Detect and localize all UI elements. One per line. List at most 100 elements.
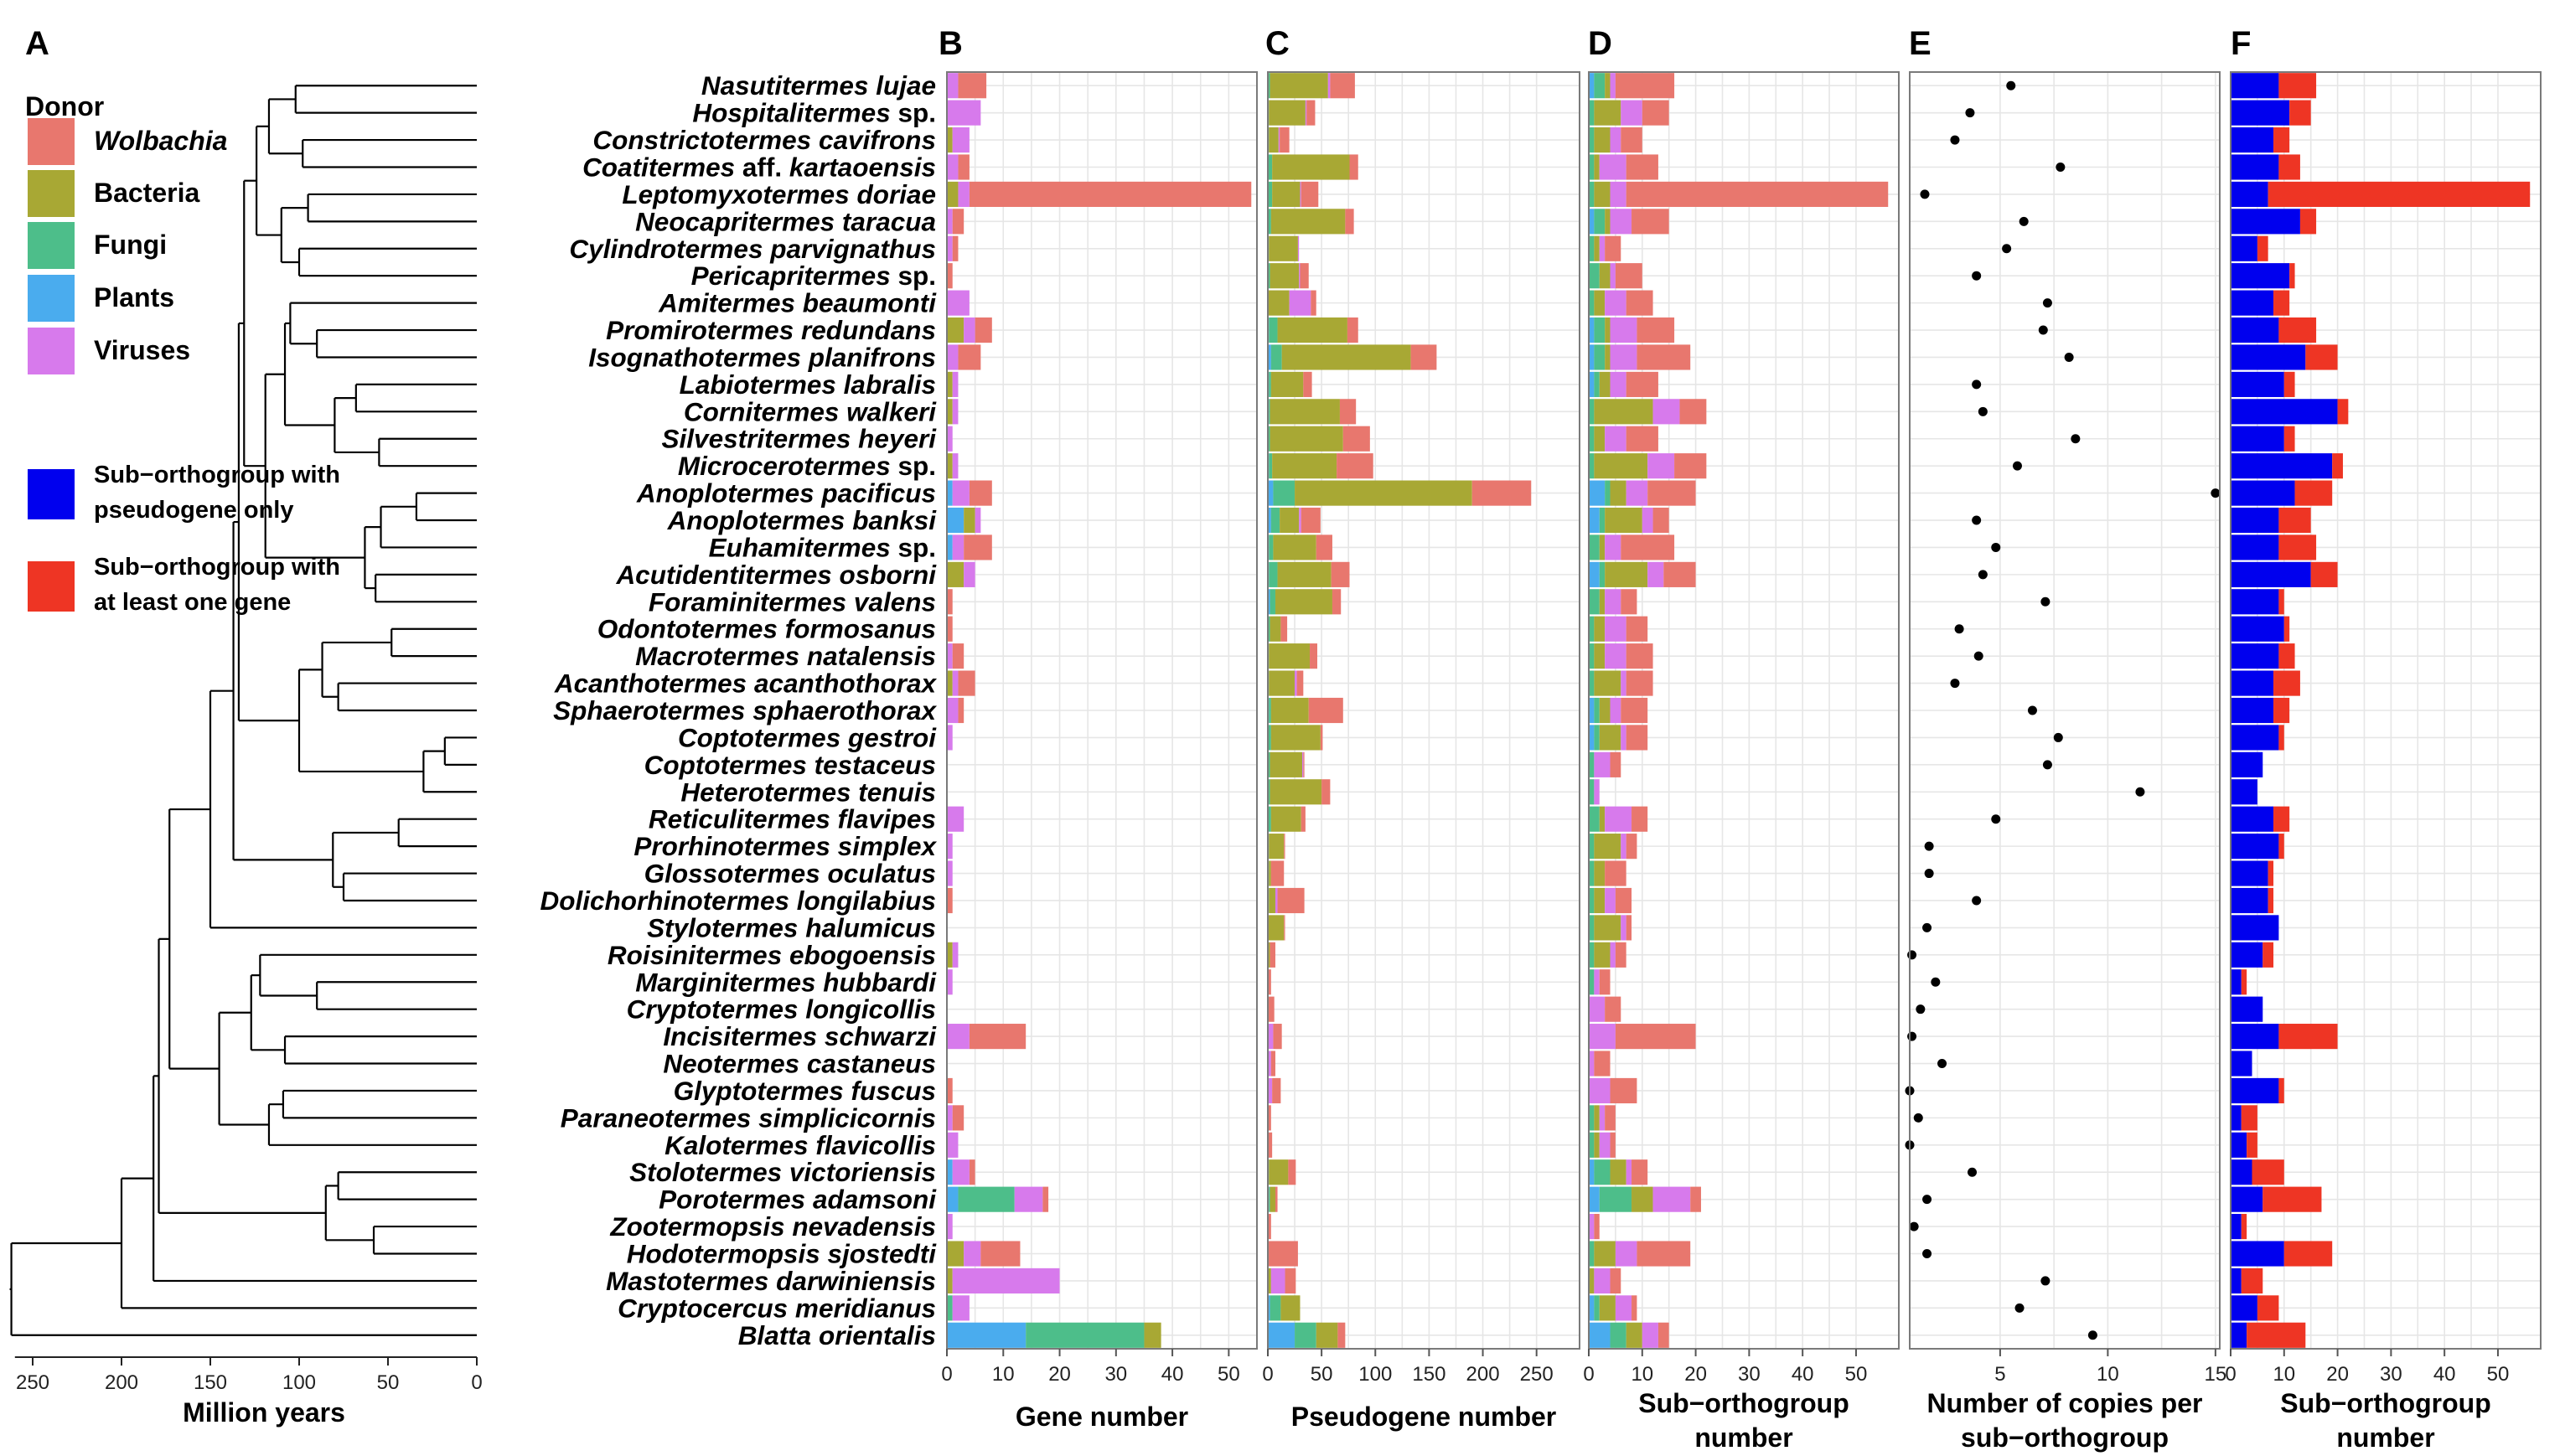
bar-d-bacteria: [1594, 1132, 1600, 1158]
bar-c-viruses: [1268, 1024, 1274, 1050]
bar-f-pseudo: [2231, 209, 2300, 235]
dot-e: [2064, 352, 2074, 362]
species-label: Anoplotermes banksi: [667, 505, 938, 535]
bar-c-bacteria: [1269, 887, 1275, 914]
bar-c-plants: [1268, 589, 1270, 615]
bar-c-fungi: [1268, 73, 1270, 99]
bar-d-fungi: [1594, 371, 1600, 397]
dot-e: [1954, 624, 1964, 634]
bar-d-wolbachia: [1626, 670, 1653, 696]
tick-label: 50: [1845, 1363, 1868, 1386]
bar-b-wolbachia: [947, 589, 953, 615]
bar-c-bacteria: [1270, 616, 1281, 642]
bar-c-bacteria: [1269, 670, 1295, 696]
tick-label: 50: [2487, 1363, 2510, 1386]
bar-f-pseudo: [2231, 317, 2279, 343]
bar-c-plants: [1268, 507, 1271, 534]
bar-f-pseudo: [2231, 697, 2274, 724]
bar-d-bacteria: [1594, 100, 1621, 126]
species-label: Hospitalitermes sp.: [692, 98, 936, 128]
bar-f-gene: [2278, 73, 2317, 99]
bar-d-wolbachia: [1647, 480, 1696, 506]
bar-f-gene: [2262, 1186, 2322, 1212]
bar-b-viruses: [947, 73, 959, 99]
axis-title: Sub−orthogroup: [2280, 1388, 2491, 1418]
bar-c-wolbachia: [1331, 561, 1350, 587]
bar-c-viruses: [1302, 751, 1304, 777]
bar-c-viruses: [1327, 73, 1331, 99]
bar-d-viruses: [1621, 725, 1626, 751]
bar-d-wolbachia: [1626, 181, 1889, 207]
bar-d-fungi: [1589, 235, 1595, 261]
bar-f-pseudo: [2231, 100, 2290, 126]
bar-d-fungi: [1589, 779, 1595, 805]
bar-c-fungi: [1268, 209, 1271, 235]
dot-e: [2053, 732, 2063, 742]
bar-d-plants: [1589, 317, 1595, 343]
bar-d-wolbachia: [1605, 235, 1621, 261]
bar-b-fungi: [1026, 1322, 1145, 1348]
bar-f-pseudo: [2231, 1295, 2257, 1321]
bar-c-bacteria: [1269, 126, 1279, 153]
bar-d-plants: [1589, 725, 1595, 751]
bar-c-bacteria: [1272, 154, 1350, 180]
bar-c-bacteria: [1268, 1268, 1271, 1294]
bar-d-bacteria: [1594, 887, 1606, 914]
bar-c-wolbachia: [1303, 371, 1312, 397]
bar-c-viruses: [1297, 235, 1300, 261]
bar-b-wolbachia: [958, 697, 964, 724]
dot-e: [2038, 325, 2048, 335]
species-label: Paraneotermes simplicicornis: [561, 1102, 936, 1133]
dot-e: [1924, 869, 1934, 879]
dot-e: [2135, 787, 2145, 797]
species-label: Euhamitermes sp.: [709, 532, 936, 562]
bar-d-viruses: [1605, 616, 1626, 642]
bar-c-fungi: [1268, 263, 1270, 289]
bar-f-gene: [2278, 1077, 2284, 1104]
legend-swatch-gene: [28, 561, 75, 612]
bar-f-gene: [2283, 616, 2290, 642]
dot-e: [1924, 841, 1934, 851]
bar-d-bacteria: [1599, 534, 1606, 560]
bar-f-gene: [2241, 1214, 2247, 1240]
bar-b-viruses: [964, 561, 975, 587]
dot-e: [1907, 950, 1917, 960]
bar-d-viruses: [1610, 73, 1616, 99]
species-label: Nasutitermes lujae: [701, 70, 936, 101]
bar-c-wolbachia: [1301, 507, 1321, 534]
bar-d-wolbachia: [1642, 100, 1669, 126]
bar-c-fungi: [1268, 725, 1271, 751]
legend-swatch-viruses: [28, 328, 75, 374]
bar-d-wolbachia: [1610, 1077, 1637, 1104]
bar-d-fungi: [1589, 181, 1595, 207]
panel-frame: [1267, 71, 1580, 1350]
bar-d-fungi: [1594, 73, 1606, 99]
bar-d-fungi: [1589, 1241, 1595, 1267]
dot-e: [2019, 216, 2029, 226]
bar-d-plants: [1589, 1295, 1595, 1321]
bar-c-bacteria: [1269, 643, 1311, 669]
bar-b-bacteria: [947, 371, 953, 397]
bar-f-gene: [2268, 181, 2531, 207]
bar-f-gene: [2278, 834, 2284, 860]
bar-c-wolbachia: [1332, 589, 1342, 615]
bar-b-wolbachia: [958, 73, 987, 99]
bar-d-wolbachia: [1605, 860, 1626, 886]
tree-time-axis: 250 200 150 100 50 0: [14, 1356, 483, 1394]
bar-b-wolbachia: [947, 1077, 953, 1104]
bar-c-viruses: [1268, 1051, 1271, 1077]
species-label: Macrotermes natalensis: [635, 641, 936, 671]
bar-b-bacteria: [947, 1241, 964, 1267]
bar-d-viruses: [1605, 643, 1626, 669]
dot-e: [1950, 679, 1960, 689]
species-label: Cryptocercus meridianus: [618, 1293, 936, 1323]
bar-b-viruses: [947, 154, 959, 180]
bar-b-wolbachia: [964, 534, 992, 560]
bar-b-viruses: [1014, 1186, 1043, 1212]
bar-d-fungi: [1589, 643, 1595, 669]
bar-d-bacteria: [1594, 426, 1606, 452]
species-label: Glyptotermes fuscus: [674, 1076, 936, 1106]
bar-b-wolbachia: [947, 887, 953, 914]
bar-b-wolbachia: [969, 181, 1252, 207]
